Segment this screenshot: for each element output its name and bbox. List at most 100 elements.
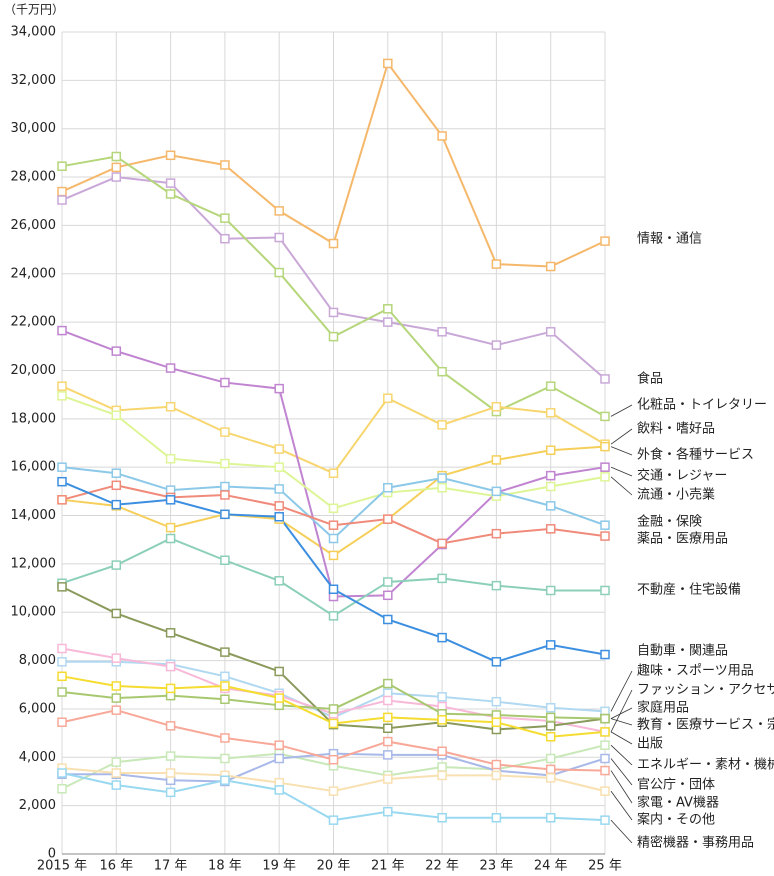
point-marker bbox=[491, 580, 502, 591]
point-marker bbox=[491, 812, 502, 823]
point-marker bbox=[220, 233, 230, 244]
y-tick-label: 10,000 bbox=[11, 605, 57, 620]
point-marker bbox=[57, 161, 67, 171]
point-marker bbox=[491, 455, 502, 465]
point-marker bbox=[220, 775, 230, 786]
point-marker bbox=[111, 346, 122, 356]
point-marker bbox=[274, 444, 284, 454]
series-label: 情報・通信 bbox=[637, 232, 702, 247]
point-marker bbox=[220, 481, 230, 492]
x-tick-label: 18 年 bbox=[208, 859, 242, 874]
series-label: 家庭用品 bbox=[637, 700, 689, 716]
leader-line bbox=[610, 718, 633, 726]
point-marker bbox=[274, 462, 284, 472]
point-marker bbox=[437, 573, 447, 584]
point-marker bbox=[383, 678, 393, 689]
point-marker bbox=[165, 721, 176, 731]
point-marker bbox=[600, 462, 610, 472]
point-marker bbox=[328, 238, 339, 249]
series-label: 化粧品・トイレタリー bbox=[637, 398, 767, 413]
point-marker bbox=[274, 753, 284, 764]
point-marker bbox=[220, 377, 230, 388]
point-marker bbox=[111, 693, 122, 703]
point-marker bbox=[491, 696, 502, 707]
point-marker bbox=[220, 733, 230, 743]
point-marker bbox=[600, 441, 610, 452]
y-tick-label: 30,000 bbox=[11, 121, 57, 136]
series-label: 金融・保険 bbox=[637, 514, 702, 530]
point-marker bbox=[437, 420, 447, 430]
point-marker bbox=[491, 259, 502, 269]
series-label: 教育・医療サービス・宗教 bbox=[637, 717, 774, 733]
point-marker bbox=[491, 340, 502, 350]
point-marker bbox=[545, 640, 556, 650]
leader-line bbox=[610, 770, 633, 804]
point-marker bbox=[383, 736, 393, 747]
point-marker bbox=[437, 482, 447, 493]
point-marker bbox=[491, 770, 502, 781]
x-tick-label: 24 年 bbox=[534, 859, 568, 874]
leader-line bbox=[610, 744, 633, 766]
point-marker bbox=[437, 538, 447, 549]
point-marker bbox=[274, 484, 284, 494]
point-marker bbox=[165, 453, 176, 464]
y-tick-label: 14,000 bbox=[11, 508, 57, 523]
point-marker bbox=[328, 520, 339, 530]
point-marker bbox=[545, 712, 556, 723]
point-marker bbox=[545, 381, 556, 391]
y-tick-label: 8,000 bbox=[19, 653, 56, 668]
point-marker bbox=[491, 759, 502, 770]
point-marker bbox=[220, 694, 230, 705]
point-marker bbox=[545, 731, 556, 742]
point-marker bbox=[111, 499, 122, 510]
point-marker bbox=[545, 524, 556, 534]
point-marker bbox=[545, 408, 556, 418]
point-marker bbox=[600, 649, 610, 660]
point-marker bbox=[274, 740, 284, 750]
point-marker bbox=[600, 374, 610, 384]
point-marker bbox=[220, 427, 230, 437]
point-marker bbox=[383, 482, 393, 493]
series-label: エネルギー・素材・機械 bbox=[637, 758, 774, 773]
x-tick-label: 17 年 bbox=[154, 859, 188, 874]
y-tick-label: 4,000 bbox=[19, 750, 56, 765]
point-marker bbox=[111, 468, 122, 478]
series-label: 外食・各種サービス bbox=[637, 447, 754, 463]
point-marker bbox=[545, 721, 556, 731]
point-marker bbox=[328, 786, 339, 796]
point-marker bbox=[220, 555, 230, 566]
x-tick-label: 20 年 bbox=[317, 859, 351, 874]
point-marker bbox=[545, 501, 556, 511]
point-marker bbox=[328, 468, 339, 478]
point-marker bbox=[600, 520, 610, 530]
series-label: 出版 bbox=[637, 737, 663, 752]
x-tick-label: 21 年 bbox=[371, 859, 405, 874]
point-marker bbox=[274, 232, 284, 243]
point-marker bbox=[545, 585, 556, 596]
point-marker bbox=[383, 806, 393, 817]
y-tick-label: 16,000 bbox=[11, 460, 57, 475]
point-marker bbox=[57, 717, 67, 727]
y-tick-label: 20,000 bbox=[11, 363, 57, 378]
point-marker bbox=[111, 560, 122, 570]
point-marker bbox=[111, 705, 122, 715]
point-marker bbox=[57, 381, 67, 391]
point-marker bbox=[57, 687, 67, 697]
point-marker bbox=[437, 812, 447, 823]
series-label: 食品 bbox=[637, 371, 663, 387]
leader-line bbox=[610, 670, 633, 712]
point-marker bbox=[545, 327, 556, 337]
point-marker bbox=[274, 383, 284, 394]
series-label: ファッション・アクセサリー bbox=[637, 683, 774, 698]
leader-line bbox=[610, 404, 633, 417]
point-marker bbox=[328, 815, 339, 825]
point-marker bbox=[545, 445, 556, 456]
point-marker bbox=[274, 576, 284, 586]
point-marker bbox=[220, 509, 230, 520]
point-marker bbox=[57, 195, 67, 205]
x-tick-label: 23 年 bbox=[480, 859, 514, 874]
y-tick-label: 0 bbox=[48, 847, 56, 862]
point-marker bbox=[383, 58, 393, 69]
point-marker bbox=[600, 727, 610, 737]
point-marker bbox=[57, 495, 67, 505]
